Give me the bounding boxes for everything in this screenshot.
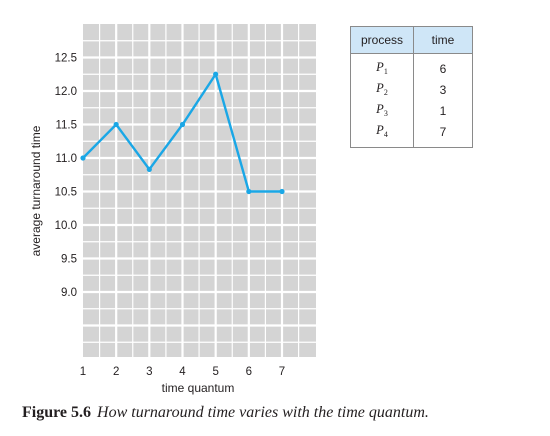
x-tick-label: 7 (279, 366, 285, 378)
process-cell: P2 (350, 80, 414, 101)
y-tick-label: 12.0 (55, 86, 77, 98)
x-tick-label: 3 (146, 366, 152, 378)
time-cell: 1 (413, 101, 473, 122)
table-row: P1 6 (350, 53, 473, 80)
data-point (246, 188, 252, 195)
process-column-header: process (350, 26, 414, 54)
y-axis-title: average turnaround time (29, 125, 43, 256)
x-tick-label: 5 (212, 366, 218, 378)
time-cell: 6 (413, 53, 473, 80)
process-cell: P3 (350, 101, 414, 122)
y-tick-label: 10.0 (55, 220, 77, 232)
y-tick-label: 12.5 (55, 53, 77, 65)
time-column-header: time (413, 26, 473, 54)
y-tick-label: 11.5 (55, 120, 77, 132)
x-tick-label: 4 (179, 366, 186, 378)
figure-caption-text: How turnaround time varies with the time… (97, 404, 429, 421)
data-point (213, 71, 219, 77)
time-cell: 7 (413, 122, 473, 148)
data-point (146, 166, 152, 172)
table-row: P2 3 (350, 80, 473, 101)
data-point (179, 121, 186, 128)
table-row: P4 7 (350, 122, 473, 148)
table-row: P3 1 (350, 101, 473, 122)
data-point (279, 188, 285, 195)
y-tick-label: 9.0 (61, 287, 77, 299)
figure-caption: Figure 5.6 How turnaround time varies wit… (22, 404, 542, 422)
process-time-table: process time P1 6 P2 3 P3 1 P4 7 (350, 26, 473, 148)
process-cell: P1 (350, 53, 414, 80)
x-tick-label: 2 (113, 366, 119, 378)
y-tick-label: 11.0 (55, 153, 77, 165)
y-tick-label: 9.5 (61, 254, 77, 266)
x-tick-label: 6 (246, 366, 252, 378)
data-point (113, 121, 119, 128)
y-tick-label: 10.5 (55, 187, 77, 199)
x-tick-label: 1 (80, 366, 86, 378)
x-axis-title: time quantum (162, 381, 235, 395)
data-point (80, 155, 86, 161)
figure-label: Figure 5.6 (22, 404, 92, 421)
process-cell: P4 (350, 122, 414, 148)
time-cell: 3 (413, 80, 473, 101)
turnaround-line-chart: 9.0 9.5 10.0 10.5 11.0 11.5 12.0 12.5 1 2 3 4 5 6 7 tim… (29, 24, 316, 395)
